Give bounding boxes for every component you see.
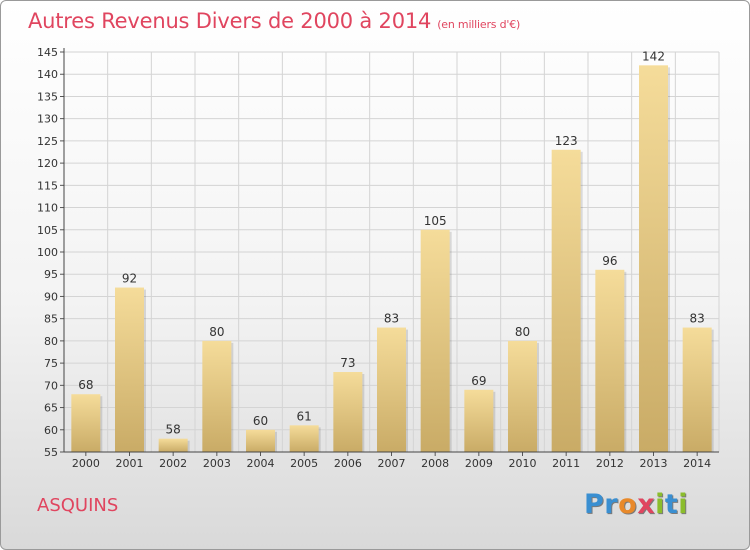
y-tick-label: 140: [37, 68, 58, 81]
x-tick-label: 2009: [465, 457, 493, 470]
x-tick-label: 2008: [421, 457, 449, 470]
data-label: 73: [340, 356, 355, 370]
data-label: 58: [166, 423, 181, 437]
data-label: 96: [602, 254, 617, 268]
x-tick-label: 2006: [334, 457, 362, 470]
y-tick-label: 60: [44, 424, 58, 437]
data-label: 83: [384, 312, 399, 326]
bar-2008: [420, 229, 450, 452]
y-tick-label: 75: [44, 357, 58, 370]
data-label: 83: [690, 312, 705, 326]
proxiti-logo[interactable]: Proxiti: [584, 489, 688, 520]
x-tick-label: 2013: [640, 457, 668, 470]
y-tick-label: 105: [37, 224, 58, 237]
y-tick-label: 95: [44, 268, 58, 281]
logo-letter: i: [678, 489, 689, 520]
x-tick-label: 2005: [290, 457, 318, 470]
bar-2000: [71, 394, 101, 452]
x-tick-label: 2011: [552, 457, 580, 470]
bar-2010: [508, 340, 537, 452]
x-tick-label: 2001: [116, 457, 144, 470]
data-label: 123: [555, 134, 578, 148]
y-tick-label: 100: [37, 246, 58, 259]
x-tick-label: 2014: [683, 457, 711, 470]
bar-2007: [377, 327, 406, 452]
data-label: 68: [78, 378, 93, 392]
x-tick-label: 2002: [159, 457, 187, 470]
y-tick-label: 115: [37, 179, 58, 192]
y-tick-label: 85: [44, 313, 58, 326]
chart-subtitle: (en milliers d'€): [437, 18, 521, 31]
bar-2001: [115, 287, 144, 452]
data-label: 69: [471, 374, 486, 388]
y-tick-label: 55: [44, 446, 58, 459]
bar-2006: [333, 372, 363, 452]
bar-2009: [464, 389, 494, 452]
bar-2013: [639, 65, 668, 452]
x-tick-label: 2012: [596, 457, 624, 470]
x-tick-label: 2004: [247, 457, 275, 470]
y-tick-label: 120: [37, 157, 58, 170]
data-label: 142: [642, 49, 665, 63]
y-tick-label: 65: [44, 402, 58, 415]
y-tick-label: 145: [37, 46, 58, 59]
y-tick-label: 70: [44, 379, 58, 392]
y-tick-label: 135: [37, 90, 58, 103]
data-label: 80: [515, 325, 530, 339]
y-tick-label: 125: [37, 135, 58, 148]
logo-letter: r: [604, 489, 619, 520]
y-tick-label: 110: [37, 202, 58, 215]
logo-letter: x: [637, 489, 656, 520]
data-label: 80: [209, 325, 224, 339]
data-label: 61: [297, 409, 312, 423]
logo-letter: t: [664, 489, 679, 520]
x-tick-label: 2007: [378, 457, 406, 470]
bar-2003: [202, 340, 232, 452]
bar-2011: [551, 149, 581, 452]
bar-2014: [682, 327, 712, 452]
data-label: 92: [122, 272, 137, 286]
data-label: 60: [253, 414, 268, 428]
chart-title: Autres Revenus Divers de 2000 à 2014 (en …: [28, 9, 520, 33]
y-tick-label: 90: [44, 290, 58, 303]
logo-letter: i: [655, 489, 665, 520]
y-tick-label: 130: [37, 113, 58, 126]
bar-2002: [158, 438, 188, 452]
logo-letter: P: [584, 489, 605, 520]
y-tick-label: 80: [44, 335, 58, 348]
x-tick-label: 2000: [72, 457, 100, 470]
bar-2005: [289, 425, 319, 452]
bar-2004: [246, 429, 275, 452]
title-text: Autres Revenus Divers de 2000 à 2014: [28, 9, 432, 33]
town-name: ASQUINS: [37, 495, 119, 516]
logo-letter: o: [618, 489, 638, 520]
bar-2012: [595, 269, 625, 452]
data-label: 105: [424, 214, 447, 228]
x-tick-label: 2010: [509, 457, 537, 470]
x-tick-label: 2003: [203, 457, 231, 470]
